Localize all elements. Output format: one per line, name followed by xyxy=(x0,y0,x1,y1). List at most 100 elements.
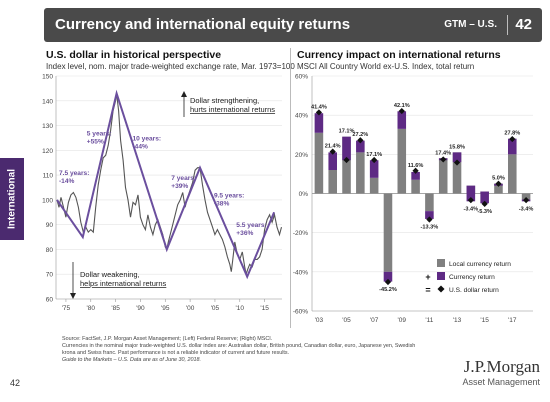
left-x-tick-label: '95 xyxy=(161,305,170,312)
currency-return-bar xyxy=(369,160,379,178)
right-y-tick-label: -40% xyxy=(293,269,308,276)
currency-return-bar xyxy=(507,138,517,155)
left-annotation-text: -44% xyxy=(132,143,148,150)
usd-return-marker xyxy=(412,167,419,174)
legend-operator-icon: = xyxy=(425,285,430,295)
header-separator xyxy=(507,15,508,35)
jpmorgan-tagline: Asset Management xyxy=(462,377,540,387)
local-currency-bar xyxy=(452,152,462,194)
right-x-tick-label: '11 xyxy=(425,317,433,324)
local-currency-bar xyxy=(438,158,448,194)
jpmorgan-logo: J.P.Morgan xyxy=(463,357,540,376)
right-y-tick-label: 40% xyxy=(295,113,308,120)
dollar-trend-line xyxy=(56,89,276,280)
header-subtitle: GTM – U.S. xyxy=(444,19,497,30)
right-chart-x-axis: '03 '05 '07 '09 '11 '13 '15 '17 xyxy=(312,310,533,324)
usd-return-marker xyxy=(384,278,392,286)
local-currency-bar xyxy=(397,128,407,194)
usd-return-marker xyxy=(467,197,474,204)
local-currency-bar xyxy=(314,132,324,194)
left-chart-x-axis: '75 '80 '85 '90 '95 '00 '05 '10 '15 xyxy=(56,298,282,312)
usd-return-label: 41.4% xyxy=(311,104,327,110)
usd-return-label: 42.1% xyxy=(394,103,410,109)
left-y-tick-label: 110 xyxy=(43,173,54,180)
left-y-tick-label: 140 xyxy=(42,98,53,105)
right-chart-y-axis: -60% -40% -20% 0% 20% 40% 60% xyxy=(293,74,313,316)
right-chart-bars xyxy=(314,107,531,286)
usd-return-label: 17.4% xyxy=(435,150,451,156)
left-annotation-text: 5 years: xyxy=(87,130,112,137)
left-x-tick-label: '80 xyxy=(87,305,96,312)
left-annotation-text: +36% xyxy=(236,230,253,237)
arrow-up-head-icon xyxy=(181,91,187,97)
legend-swatch xyxy=(437,272,445,280)
left-annotation-text: 7.5 years: xyxy=(59,170,89,177)
footnote-currencies: Currencies in the nominal major trade-we… xyxy=(62,343,416,349)
right-y-tick-label: -60% xyxy=(293,309,308,316)
right-panel-title: Currency impact on international returns xyxy=(297,49,501,61)
left-y-tick-label: 70 xyxy=(46,272,54,279)
left-panel-subtitle: Index level, nom. major trade-weighted e… xyxy=(46,62,295,71)
usd-return-label: 17.1% xyxy=(339,129,355,135)
usd-return-label: 17.1% xyxy=(366,152,382,158)
usd-return-label: 15.8% xyxy=(449,144,465,150)
header-bar: Currency and international equity return… xyxy=(44,8,542,42)
legend-label: U.S. dollar return xyxy=(449,287,499,294)
currency-return-bar xyxy=(314,113,324,133)
arrow-down-text-2: helps international returns xyxy=(80,279,167,288)
right-chart-data-labels: 41.4%21.4%17.1%27.2%17.1%-45.2%42.1%11.6… xyxy=(311,103,533,293)
left-y-tick-label: 90 xyxy=(46,222,54,229)
local-currency-bar xyxy=(494,183,503,194)
local-currency-bar xyxy=(507,154,517,194)
legend-diamond-icon xyxy=(437,285,445,293)
right-y-tick-label: 60% xyxy=(295,74,308,81)
currency-return-bar xyxy=(397,111,407,129)
right-x-tick-label: '03 xyxy=(315,317,324,324)
left-annotation-text: -38% xyxy=(214,200,230,207)
local-currency-bar xyxy=(356,152,365,194)
left-x-tick-label: '05 xyxy=(211,305,220,312)
legend-label: Currency return xyxy=(449,274,495,281)
dollar-index-line xyxy=(56,93,283,275)
footnote-guide: Guide to the Markets – U.S. Data are as … xyxy=(62,357,202,363)
header-page-number: 42 xyxy=(515,16,532,33)
left-annotation-text: 10 years: xyxy=(132,135,161,142)
currency-return-bar xyxy=(356,140,365,153)
local-currency-bar xyxy=(425,193,434,212)
local-currency-bar xyxy=(342,136,351,194)
left-x-tick-label: '85 xyxy=(111,305,120,312)
right-y-tick-label: 0% xyxy=(299,191,309,198)
currency-return-bar xyxy=(425,211,434,219)
right-x-tick-label: '13 xyxy=(453,317,462,324)
page-title: Currency and international equity return… xyxy=(55,16,351,33)
left-x-tick-label: '10 xyxy=(236,305,245,312)
left-y-tick-label: 130 xyxy=(42,123,53,130)
legend-operator-icon: + xyxy=(425,272,430,282)
left-y-tick-label: 60 xyxy=(46,297,54,304)
usd-return-label: 21.4% xyxy=(325,144,341,150)
usd-return-label: 27.2% xyxy=(352,132,368,138)
right-x-tick-label: '17 xyxy=(508,317,517,324)
right-panel-subtitle: MSCI All Country World ex-U.S. Index, to… xyxy=(297,62,475,71)
currency-return-bar xyxy=(452,152,462,163)
usd-return-label: -45.2% xyxy=(379,287,397,293)
local-currency-bar xyxy=(411,179,420,194)
arrow-down-head-icon xyxy=(70,293,76,299)
left-x-tick-label: '00 xyxy=(186,305,195,312)
usd-return-label: -5.3% xyxy=(477,209,492,215)
currency-return-bar xyxy=(342,136,351,161)
arrow-down-text-1: Dollar weakening, xyxy=(80,270,140,279)
usd-return-label: -13.3% xyxy=(421,225,439,231)
right-x-tick-label: '09 xyxy=(398,317,407,324)
legend-swatch xyxy=(437,259,445,267)
left-annotation-text: 5.5 years: xyxy=(236,222,266,229)
left-annotation-text: +39% xyxy=(171,183,188,190)
footnote-source: Source: FactSet, J.P. Morgan Asset Manag… xyxy=(62,336,273,342)
arrow-up-text-1: Dollar strengthening, xyxy=(190,96,259,105)
local-currency-bar xyxy=(328,170,338,194)
usd-return-label: 27.8% xyxy=(504,131,520,137)
left-x-tick-label: '15 xyxy=(260,305,269,312)
currency-return-bar xyxy=(411,171,420,180)
local-currency-bar xyxy=(521,193,531,200)
